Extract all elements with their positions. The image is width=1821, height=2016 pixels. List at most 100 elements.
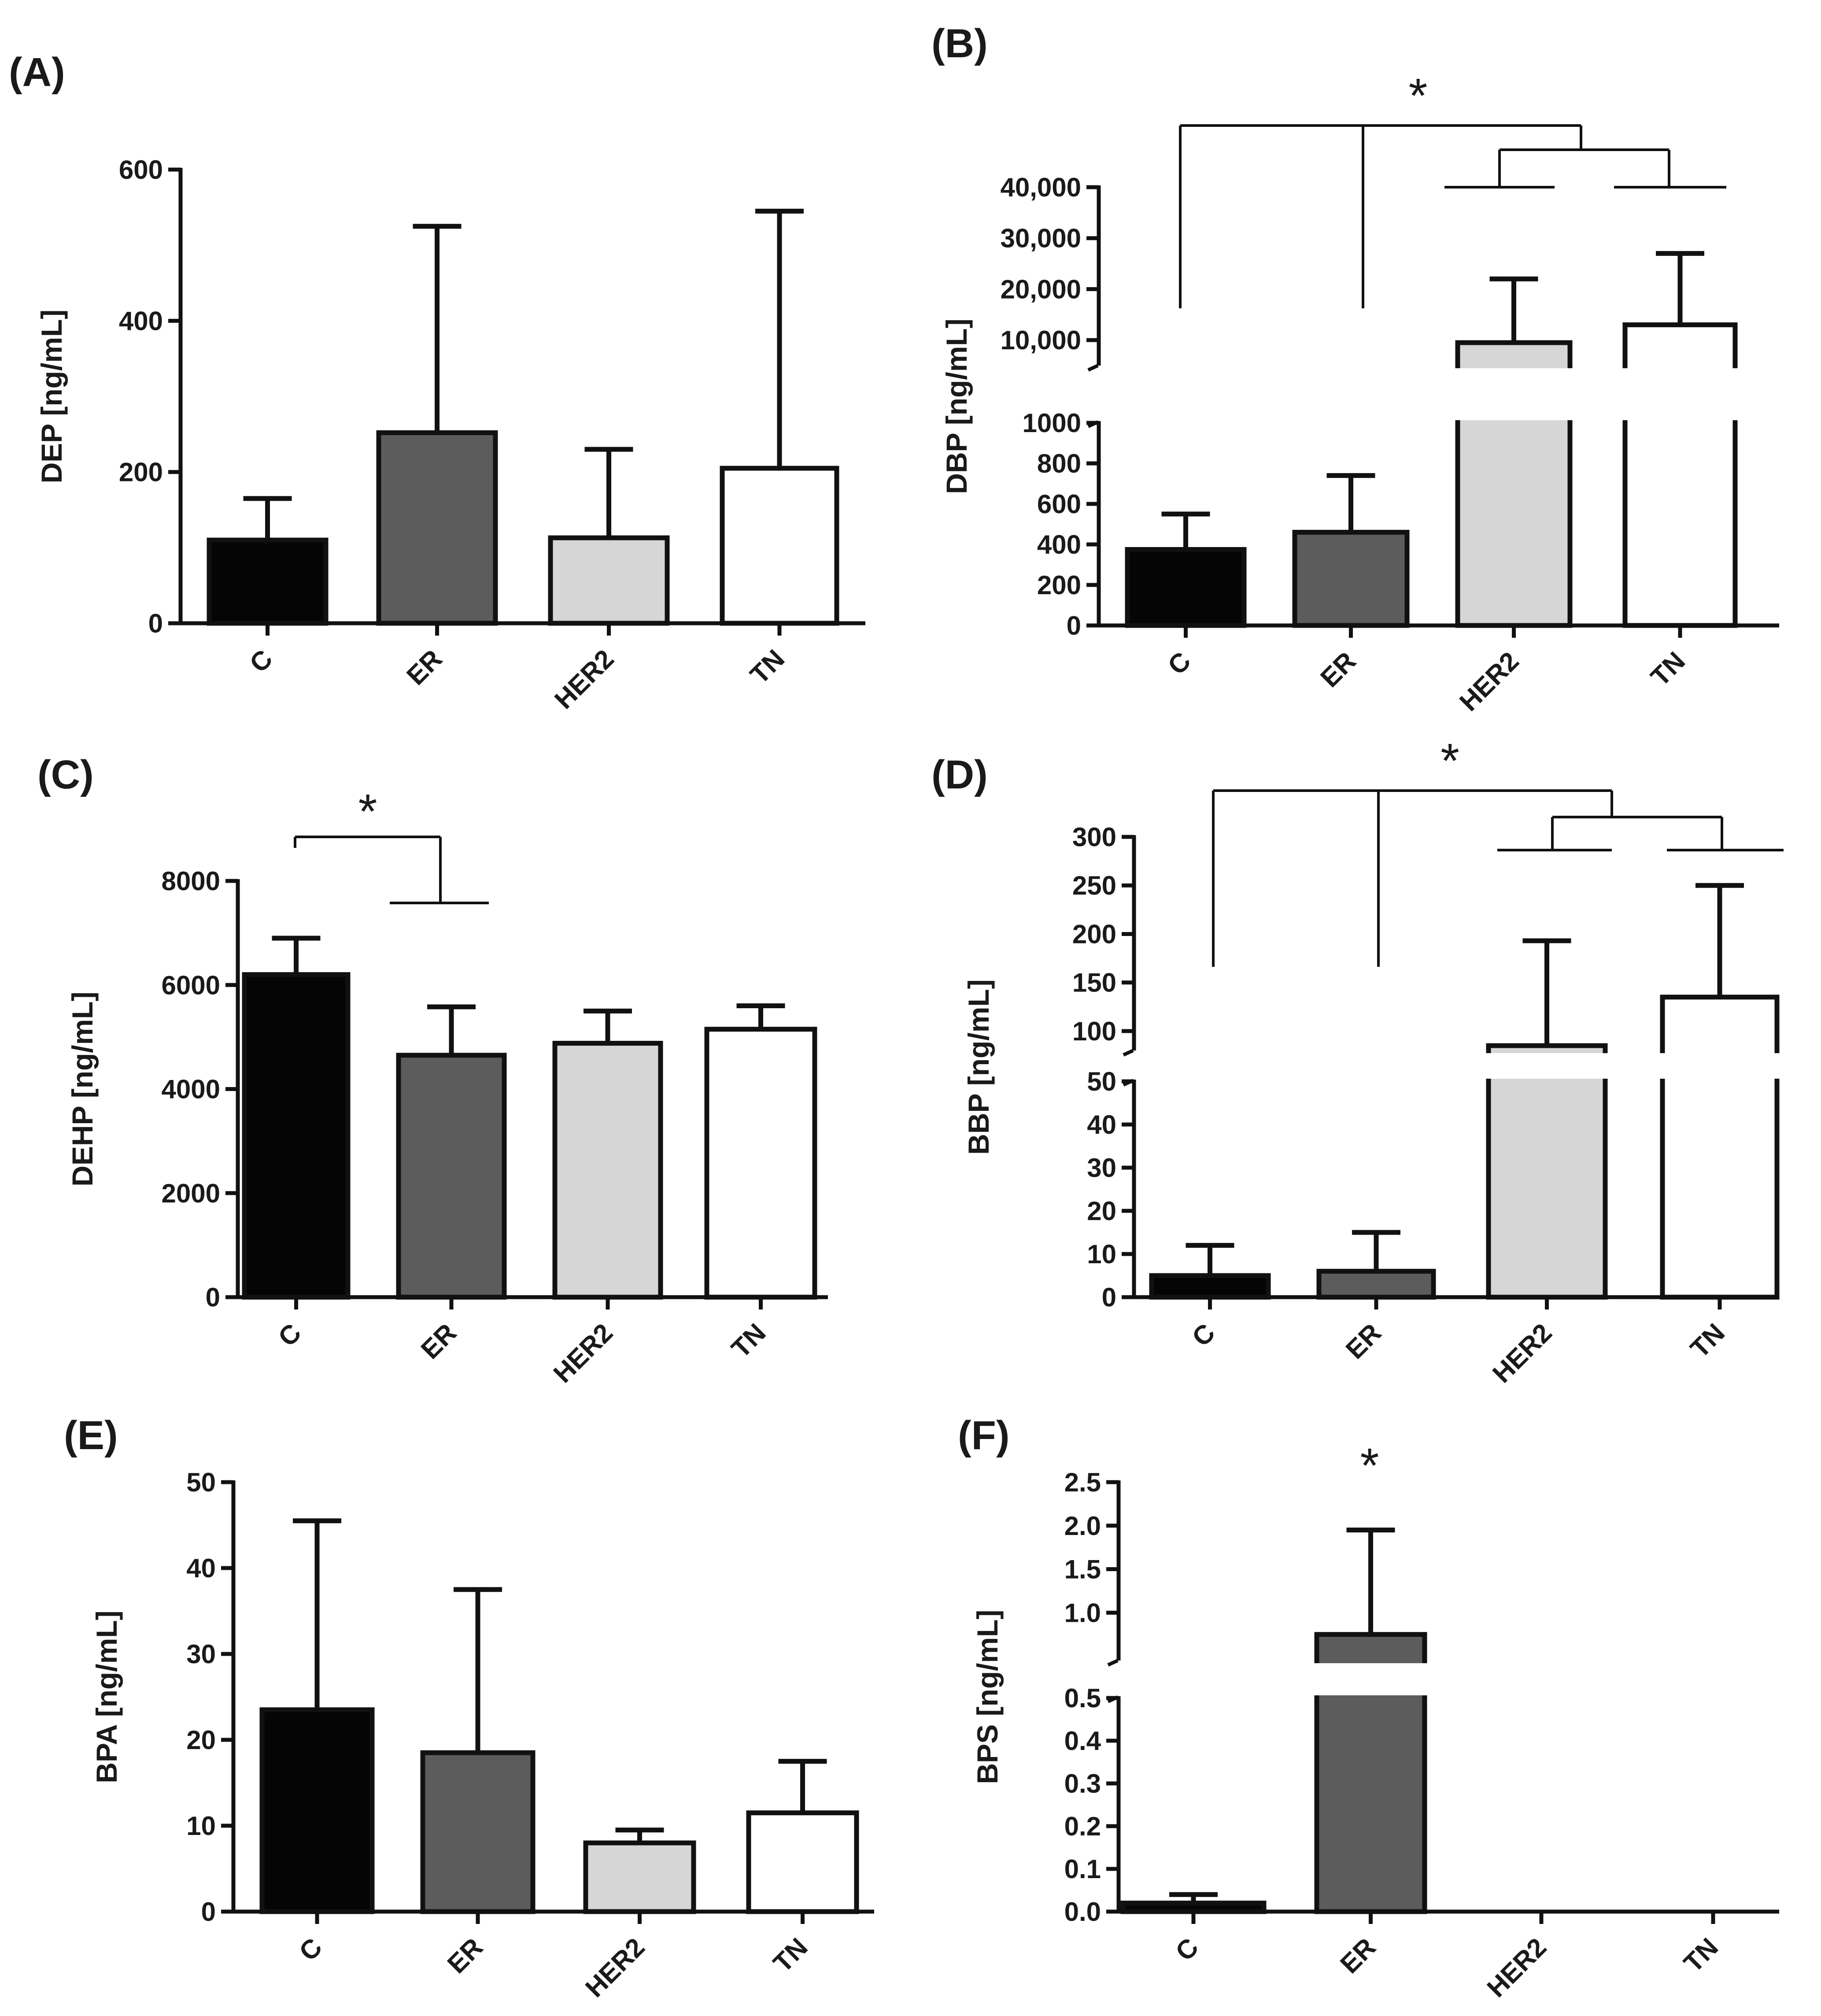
p4-tick-label-3: 30 [186,1639,216,1669]
p4-tick-label-1: 10 [186,1811,216,1841]
p3-lower-tick-label-4: 40 [1087,1110,1116,1139]
p1-lower-tick-label-4: 800 [1037,449,1081,478]
p3-lower-tick-label-1: 10 [1087,1239,1116,1269]
p2-bar-ER [396,1053,507,1300]
p5-lower-tick-label-1: 0.1 [1064,1854,1101,1884]
p2-panel-label: (C) [37,752,94,797]
p3-lower-tick-label-0: 0 [1102,1283,1116,1312]
p5-panel-label: (F) [958,1413,1009,1458]
panel-0: (A) DEP [ng/mL] 0 200 400 600 C ER HER2 TN [9,50,865,714]
panel-4: (E) BPA [ng/mL] 0 10 20 30 40 50 C ER HER2 TN [64,1413,874,2003]
p3-significance-star: * [1441,734,1459,788]
p1-bar-break-TN [1621,368,1740,420]
p5-lower-tick-label-5: 0.5 [1064,1683,1101,1713]
panel-3: (D) BBP [ng/mL] 0 10 20 30 40 50 100 150 200 250 300… [931,734,1784,1388]
p1-lower-tick-label-2: 400 [1037,530,1081,559]
p1-upper-tick-label-3: 40,000 [1000,173,1081,202]
p2-significance-star: * [358,784,377,839]
p2-tick-label-0: 0 [206,1283,220,1312]
p1-xtick-label-C: C [1162,646,1197,681]
p1-upper-tick-label-0: 10,000 [1000,326,1081,355]
p2-bar-C [242,972,351,1300]
p2-xtick-label-C: C [273,1318,307,1352]
p2-y-axis-title: DEHP [ng/mL] [66,991,99,1186]
p1-axis-break-upper [1087,364,1099,372]
p1-significance-star: * [1409,69,1428,123]
p1-bar-break-HER2 [1453,368,1574,420]
p1-y-axis-title: DBP [ng/mL] [940,318,973,494]
p1-upper-tick-label-2: 30,000 [1000,224,1081,253]
p3-bar-C [1149,1273,1271,1300]
p1-lower-tick-label-0: 0 [1067,611,1081,640]
p5-xtick-label-ER: ER [1334,1932,1381,1979]
p3-xtick-label-TN: TN [1684,1318,1730,1364]
p4-xtick-label-C: C [293,1932,328,1967]
p0-xtick-label-C: C [244,644,278,678]
p3-panel-label: (D) [931,752,988,797]
p4-y-axis-title: BPA [ng/mL] [90,1610,123,1783]
p2-bar-TN [704,1027,817,1300]
p0-bar-ER [376,430,498,626]
p3-bar-break-TN [1658,1053,1781,1079]
p5-bar-C [1120,1901,1267,1914]
p3-upper-tick-label-2: 200 [1072,919,1116,949]
p5-xtick-label-HER2: HER2 [1481,1932,1552,2003]
p0-panel-label: (A) [9,50,65,95]
p3-y-axis-title: BBP [ng/mL] [962,979,995,1154]
p5-xtick-label-C: C [1170,1932,1204,1967]
p5-upper-tick-label-4: 2.5 [1064,1468,1101,1497]
p1-upper-tick-label-1: 20,000 [1000,274,1081,304]
p1-xtick-label-ER: ER [1315,646,1361,693]
p4-bar-C [259,1707,375,1914]
p5-lower-tick-label-2: 0.2 [1064,1812,1101,1841]
p5-upper-tick-label-0: 0.5 [1064,1683,1101,1713]
p0-xtick-label-HER2: HER2 [549,644,620,715]
p4-tick-label-5: 50 [186,1468,216,1497]
p4-bar-ER [420,1750,536,1914]
p4-panel-label: (E) [64,1413,118,1458]
p3-axis-break-upper [1123,1049,1134,1057]
p3-bar-HER2 [1486,1043,1608,1300]
p3-bar-break-HER2 [1484,1053,1610,1079]
p5-xtick-label-TN: TN [1678,1932,1724,1978]
p4-tick-label-2: 20 [186,1725,216,1755]
p0-bar-C [207,537,329,626]
p3-xtick-label-HER2: HER2 [1487,1318,1558,1389]
p0-tick-label-2: 400 [119,306,163,336]
p0-bar-HER2 [548,535,670,626]
p2-tick-label-4: 8000 [162,866,220,896]
p3-upper-tick-label-4: 300 [1072,822,1116,852]
p5-bar-break-ER [1312,1663,1429,1695]
p1-panel-label: (B) [931,21,988,66]
p5-significance-star: * [1360,1439,1379,1493]
panel-2: (C) DEHP [ng/mL] 0 2000 4000 6000 8000 C ER HER2 T… [37,752,828,1388]
p4-xtick-label-HER2: HER2 [580,1932,650,2003]
p5-axis-break-upper [1107,1659,1119,1667]
p1-bar-ER [1292,529,1410,628]
panel-1: (B) DBP [ng/mL] 0 200 400 600 800 1000 10,000 20,… [931,21,1779,717]
p2-xtick-label-HER2: HER2 [548,1318,619,1389]
p1-bar-C [1125,547,1247,628]
p1-lower-tick-label-3: 600 [1037,489,1081,519]
p3-xtick-label-ER: ER [1340,1318,1387,1365]
p0-xtick-label-TN: TN [744,644,790,690]
p0-tick-label-3: 600 [119,155,163,185]
p5-upper-tick-label-2: 1.5 [1064,1555,1101,1584]
p3-upper-tick-label-3: 250 [1072,871,1116,900]
p2-tick-label-1: 2000 [162,1179,220,1208]
p3-lower-tick-label-5: 50 [1087,1067,1116,1096]
p4-tick-label-0: 0 [201,1897,216,1927]
p5-lower-tick-label-0: 0.0 [1064,1897,1101,1927]
p3-xtick-label-C: C [1186,1318,1221,1352]
p1-xtick-label-HER2: HER2 [1454,646,1525,717]
p4-tick-label-4: 40 [186,1554,216,1583]
p5-upper-tick-label-1: 1.0 [1064,1598,1101,1628]
p5-upper-tick-label-3: 2.0 [1064,1511,1101,1541]
p3-lower-tick-label-2: 20 [1087,1196,1116,1226]
p3-bar-ER [1316,1269,1436,1300]
p4-xtick-label-TN: TN [768,1932,813,1978]
p0-bar-TN [720,466,839,626]
p3-upper-tick-label-0: 100 [1072,1017,1116,1046]
p5-lower-tick-label-4: 0.4 [1064,1726,1101,1756]
